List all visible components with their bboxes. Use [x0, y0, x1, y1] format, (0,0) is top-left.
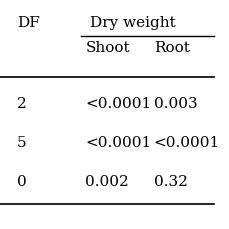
Text: 0.003: 0.003 [153, 96, 197, 110]
Text: Dry weight: Dry weight [89, 16, 174, 30]
Text: 5: 5 [17, 135, 27, 149]
Text: 0.002: 0.002 [85, 174, 129, 188]
Text: 0.32: 0.32 [153, 174, 187, 188]
Text: 2: 2 [17, 96, 27, 110]
Text: <0.0001: <0.0001 [85, 96, 151, 110]
Text: Root: Root [153, 41, 189, 55]
Text: <0.0001: <0.0001 [85, 135, 151, 149]
Text: Shoot: Shoot [85, 41, 130, 55]
Text: 0: 0 [17, 174, 27, 188]
Text: DF: DF [17, 16, 40, 30]
Text: <0.0001: <0.0001 [153, 135, 219, 149]
